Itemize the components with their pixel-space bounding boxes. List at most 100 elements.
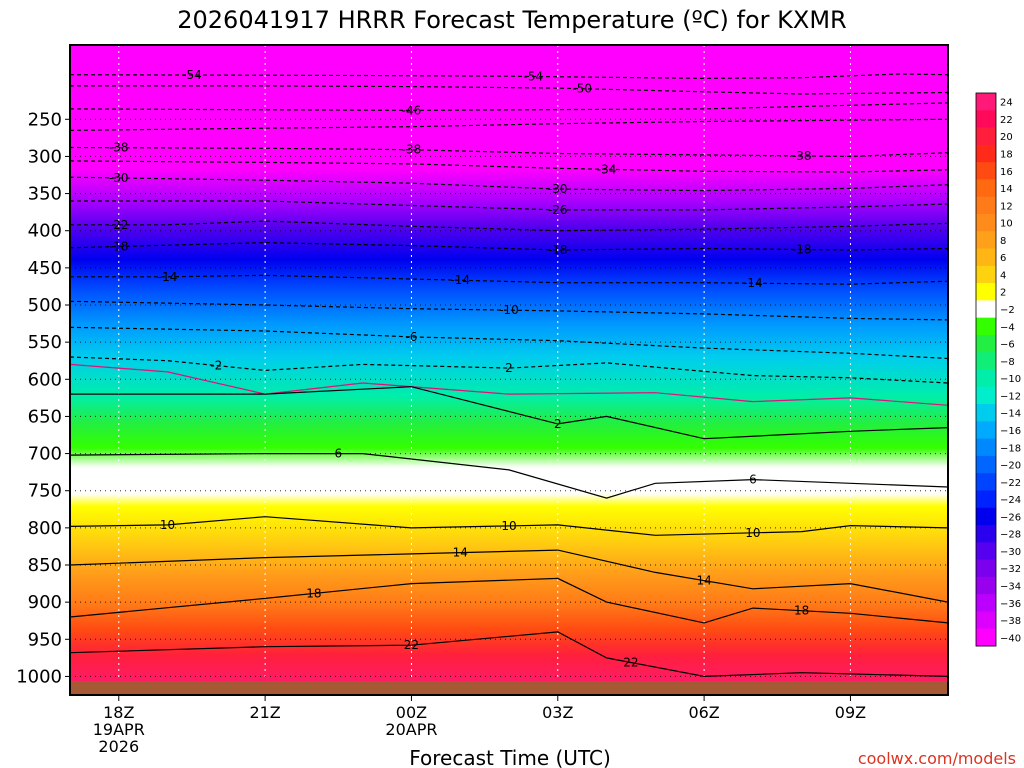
colorbar-label-22: −22 (1000, 478, 1021, 489)
contour-label--18-2: -18 (792, 243, 812, 257)
grid-lines (70, 45, 948, 695)
contour-label--38-0: -38 (109, 141, 129, 155)
contour-label-22-0: 22 (404, 638, 419, 652)
colorbar-label-25: −28 (1000, 530, 1021, 541)
contour-10-17 (70, 516, 948, 536)
y-tick-400: 400 (28, 221, 62, 242)
colorbar-label-20: −18 (1000, 443, 1021, 454)
y-tick-600: 600 (28, 369, 62, 390)
contour-label--2-0: -2 (210, 359, 222, 373)
contour-0-14 (70, 363, 948, 406)
colorbar-swatch-5 (976, 179, 996, 198)
contour-label--38-2: -38 (792, 149, 812, 163)
colorbar-swatch-24 (976, 507, 996, 526)
contour--10-11 (70, 300, 948, 321)
colorbar-swatch-21 (976, 455, 996, 474)
x-tick-06Z: 06Z (688, 703, 719, 722)
contour-label--14-0: -14 (158, 270, 178, 284)
colorbar-label-10: 4 (1000, 270, 1006, 281)
colorbar-label-19: −16 (1000, 426, 1021, 437)
colorbar-swatch-13 (976, 317, 996, 336)
contour-label-6-0: 6 (334, 447, 342, 461)
y-tick-550: 550 (28, 332, 62, 353)
y-tick-300: 300 (28, 146, 62, 167)
contour-label--50-0: -50 (572, 82, 592, 96)
contour-label-10-2: 10 (745, 526, 760, 540)
y-tick-850: 850 (28, 555, 62, 576)
y-tick-950: 950 (28, 629, 62, 650)
contour-label-18-1: 18 (794, 604, 809, 618)
colorbar-label-6: 12 (1000, 201, 1013, 212)
y-tick-350: 350 (28, 184, 62, 205)
colorbar-label-4: 16 (1000, 167, 1013, 178)
plot-frame (69, 44, 949, 696)
x-tick-18Z: 18Z (103, 703, 134, 722)
contour--54-0 (70, 73, 948, 80)
colorbar-label-9: 6 (1000, 253, 1006, 264)
colorbar-swatch-11 (976, 283, 996, 301)
colorbar-label-5: 14 (1000, 184, 1013, 195)
x-tick-21Z: 21Z (249, 703, 280, 722)
contour-label-10-0: 10 (160, 518, 175, 532)
colorbar-label-8: 8 (1000, 236, 1006, 247)
y-tick-750: 750 (28, 481, 62, 502)
colorbar-swatch-18 (976, 404, 996, 422)
contour-label-2-0: 2 (554, 417, 562, 431)
colorbar-label-7: 10 (1000, 219, 1013, 230)
contour-label--26-0: -26 (548, 203, 568, 217)
contour-14-18 (70, 549, 948, 603)
colorbar-swatch-28 (976, 576, 996, 595)
colorbar-swatch-1 (976, 110, 996, 129)
colorbar-swatch-26 (976, 542, 996, 561)
y-tick-900: 900 (28, 592, 62, 613)
contour--2-13 (70, 356, 948, 384)
contour--38-4 (70, 146, 948, 158)
chart-title: 2026041917 HRRR Forecast Temperature (ºC… (177, 6, 846, 34)
contour--46-2 (70, 102, 948, 112)
colorbar-swatch-16 (976, 369, 996, 388)
contour-label--22-0: -22 (109, 218, 129, 232)
y-tick-700: 700 (28, 444, 62, 465)
colorbar-label-13: −4 (1000, 322, 1015, 333)
contour-label--18-1: -18 (548, 243, 568, 257)
colorbar-label-30: −38 (1000, 616, 1021, 627)
colorbar-swatch-12 (976, 300, 996, 319)
colorbar-label-15: −8 (1000, 357, 1015, 368)
contour-label--18-0: -18 (109, 240, 129, 254)
contour-label--54-1: -54 (524, 69, 544, 83)
watermark: coolwx.com/models (858, 749, 1016, 768)
colorbar-swatch-19 (976, 421, 996, 440)
colorbar-swatch-23 (976, 490, 996, 509)
y-tick-500: 500 (28, 295, 62, 316)
colorbar-swatch-3 (976, 144, 996, 163)
colorbar-swatch-29 (976, 594, 996, 612)
contour-label--14-1: -14 (450, 273, 470, 287)
plot-area: -54 -54-50-46-38 -38 -38-34-30-30-26-22-18-… (70, 45, 948, 695)
colorbar-label-14: −6 (1000, 340, 1015, 351)
colorbar-swatch-27 (976, 559, 996, 578)
contour--26-7 (70, 200, 948, 211)
contour-label--14-2: -14 (743, 276, 763, 290)
colorbar-swatch-7 (976, 213, 996, 232)
contour-label-18-0: 18 (306, 586, 321, 600)
colorbar-swatch-30 (976, 611, 996, 630)
contour-18-19 (70, 577, 948, 624)
colorbar-swatch-2 (976, 127, 996, 146)
y-tick-1000: 1000 (16, 666, 62, 687)
contour--6-12 (70, 326, 948, 360)
colorbar-label-29: −36 (1000, 599, 1021, 610)
x-tick-sub-2026: 2026 (98, 737, 139, 756)
colorbar-swatch-8 (976, 231, 996, 250)
colorbar-swatch-31 (976, 628, 996, 647)
contour-label--46-0: -46 (402, 103, 422, 117)
colorbar-swatch-17 (976, 386, 996, 405)
colorbar-label-16: −10 (1000, 374, 1021, 385)
contour-2-15 (70, 386, 948, 440)
colorbar: 24 22 20 18 16 14 12 10 8 6 4 2 −2 −4 −6 −8 −10 −12 −14 −16… (975, 92, 1021, 647)
colorbar-swatch-10 (976, 265, 996, 284)
contour-label--54-0: -54 (182, 68, 202, 82)
colorbar-label-24: −26 (1000, 512, 1021, 523)
contour-lines: -54 -54-50-46-38 -38 -38-34-30-30-26-22-18-… (70, 68, 948, 678)
y-tick-650: 650 (28, 406, 62, 427)
